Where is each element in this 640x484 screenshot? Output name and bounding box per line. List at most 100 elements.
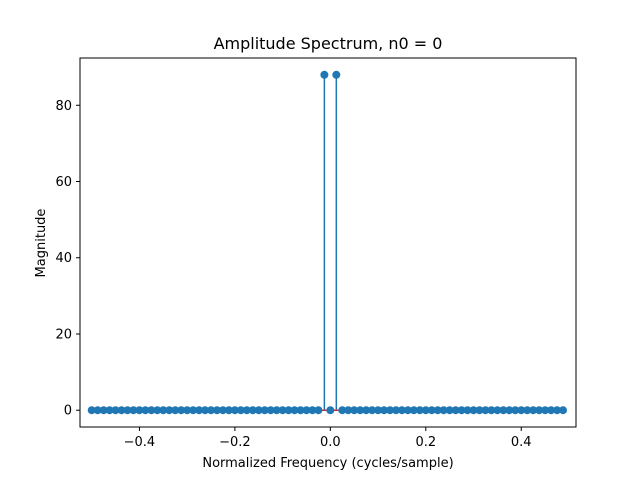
stem-marker [511, 406, 520, 415]
stem-marker [457, 406, 466, 415]
stem-marker [439, 406, 448, 415]
stem-marker [487, 406, 496, 415]
stem-markers [87, 70, 568, 415]
stem-marker [242, 406, 251, 415]
stem-marker [475, 406, 484, 415]
stem-marker [87, 406, 96, 415]
stem-marker [427, 406, 436, 415]
stem-marker [159, 406, 168, 415]
stem-marker [368, 406, 377, 415]
stem-marker [403, 406, 412, 415]
stem-marker [469, 406, 478, 415]
stem-marker [117, 406, 126, 415]
stem-marker [391, 406, 400, 415]
x-tick-label: −0.4 [124, 435, 156, 450]
stem-marker [278, 406, 287, 415]
y-tick-label: 40 [55, 251, 72, 266]
stem-marker [433, 406, 442, 415]
stem-marker [308, 406, 317, 415]
stem-marker [314, 406, 323, 415]
stem-marker [111, 406, 120, 415]
stem-marker [320, 70, 329, 79]
stem-marker [230, 406, 239, 415]
y-axis-label: Magnitude [34, 209, 49, 278]
stem-marker [529, 406, 538, 415]
stem-marker [236, 406, 245, 415]
stem-marker [481, 406, 490, 415]
stem-marker [135, 406, 144, 415]
stem-marker [212, 406, 221, 415]
x-axis-ticks: −0.4 −0.2 0.0 0.2 0.4 [124, 427, 532, 450]
stem-marker [356, 406, 365, 415]
stem-marker [332, 70, 341, 79]
stem-marker [338, 406, 347, 415]
stem-marker [397, 406, 406, 415]
stem-marker [224, 406, 233, 415]
x-tick-label: 0.0 [320, 435, 341, 450]
stem-marker [248, 406, 257, 415]
stem-marker [409, 406, 418, 415]
stem-marker [254, 406, 263, 415]
x-tick-label: −0.2 [219, 435, 251, 450]
stem-marker [147, 406, 156, 415]
y-axis-ticks: 0 20 40 60 80 [55, 99, 80, 419]
stem-marker [493, 406, 502, 415]
stem-marker [380, 406, 389, 415]
stem-marker [535, 406, 544, 415]
stem-lines [323, 74, 338, 411]
stem-marker [141, 406, 150, 415]
stem-marker [99, 406, 108, 415]
stem-marker [105, 406, 114, 415]
stem-marker [296, 406, 305, 415]
stem-marker [201, 406, 210, 415]
stem-marker [153, 406, 162, 415]
stem-marker [177, 406, 186, 415]
x-axis-label: Normalized Frequency (cycles/sample) [202, 456, 453, 471]
stem-marker [123, 406, 132, 415]
stem-marker [559, 406, 568, 415]
stem-marker [302, 406, 311, 415]
stem-marker [415, 406, 424, 415]
stem-marker [290, 406, 299, 415]
stem-marker [344, 406, 353, 415]
stem-marker [463, 406, 472, 415]
y-tick-label: 80 [55, 99, 72, 114]
stem-marker [499, 406, 508, 415]
stem-marker [129, 406, 138, 415]
stem-marker [260, 406, 269, 415]
stem-marker [165, 406, 174, 415]
y-tick-label: 20 [55, 327, 72, 342]
stem-marker [284, 406, 293, 415]
stem-marker [93, 406, 102, 415]
stem-marker [505, 406, 514, 415]
stem-marker [272, 406, 281, 415]
stem-marker [189, 406, 198, 415]
stem-marker [183, 406, 192, 415]
stem-marker [386, 406, 394, 415]
stem-marker [218, 406, 227, 415]
stem-marker [171, 406, 180, 415]
axes-frame [79, 57, 577, 428]
stem-marker [547, 406, 556, 415]
stem-marker [350, 406, 359, 415]
x-tick-label: 0.2 [415, 435, 436, 450]
stem-marker [266, 406, 275, 415]
stem-marker [523, 406, 532, 415]
stem-marker [541, 406, 550, 415]
stem-marker [207, 406, 216, 415]
stem-marker [326, 406, 335, 415]
stem-marker [445, 406, 454, 415]
stem-marker [553, 406, 562, 415]
y-tick-label: 60 [55, 175, 72, 190]
stem-marker [362, 406, 371, 415]
stem-marker [421, 406, 430, 415]
chart-title: Amplitude Spectrum, n0 = 0 [214, 34, 443, 53]
stem-marker [374, 406, 383, 415]
x-tick-label: 0.4 [511, 435, 532, 450]
stem-marker [195, 406, 204, 415]
stem-marker [517, 406, 526, 415]
y-tick-label: 0 [64, 404, 72, 419]
